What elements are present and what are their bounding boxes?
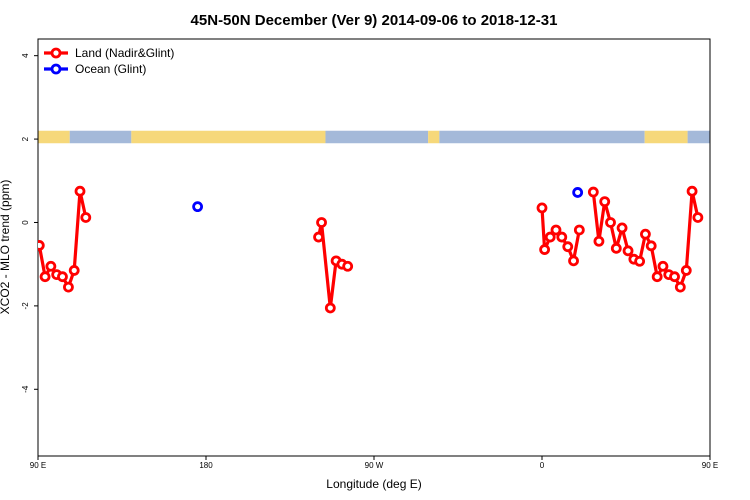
data-point (573, 224, 585, 236)
y-tick-label: 4 (21, 53, 30, 58)
data-point (80, 212, 92, 223)
x-tick-label: 90 E (702, 461, 718, 470)
legend-label: Ocean (Glint) (75, 62, 146, 76)
legend-label: Land (Nadir&Glint) (75, 46, 174, 60)
data-point (568, 255, 579, 267)
plot-frame (37, 38, 711, 457)
data-point (192, 201, 204, 213)
data-point (640, 228, 651, 240)
data-point (622, 245, 634, 257)
data-point (645, 240, 657, 252)
data-point (669, 271, 680, 283)
ocean-band (325, 130, 429, 144)
data-point (68, 265, 80, 276)
land-ocean-strip (38, 130, 710, 144)
data-point (38, 240, 45, 251)
data-point (634, 255, 646, 267)
y-tick-label: -4 (21, 385, 30, 393)
data-point (616, 222, 628, 234)
data-point (313, 231, 324, 243)
data-point (686, 185, 698, 197)
data-point (74, 185, 86, 197)
data-point (63, 281, 74, 293)
data-point (610, 242, 622, 254)
land-band (428, 130, 440, 144)
legend-marker (50, 47, 62, 59)
ocean-band (439, 130, 645, 144)
y-tick-label: 2 (21, 136, 30, 141)
data-point (562, 241, 574, 253)
data-point (674, 281, 686, 293)
x-axis: 90 E 180 90 W 0 90 E (30, 456, 718, 470)
y-tick-label: -2 (21, 302, 30, 310)
data-point (556, 231, 568, 243)
y-axis-label: XCO2 - MLO trend (ppm) (0, 180, 12, 315)
data-point (550, 224, 562, 236)
ocean-band (687, 130, 710, 144)
data-point (539, 244, 551, 255)
data-point (324, 302, 336, 314)
data-point (342, 260, 354, 272)
series-layer (38, 185, 704, 314)
legend: Land (Nadir&Glint) Ocean (Glint) (44, 46, 174, 76)
legend-item: Land (Nadir&Glint) (44, 46, 174, 60)
ocean-band (69, 130, 132, 144)
data-point (587, 186, 599, 198)
x-tick-label: 180 (199, 461, 213, 470)
data-point (605, 217, 616, 228)
data-point (57, 271, 68, 283)
x-tick-label: 90 E (30, 461, 46, 470)
data-point (536, 202, 548, 214)
data-point (39, 271, 51, 283)
data-point (316, 217, 327, 228)
data-point (599, 196, 611, 208)
data-point (544, 231, 556, 243)
land-band (38, 130, 70, 144)
x-tick-label: 90 W (365, 461, 384, 470)
chart-title: 45N-50N December (Ver 9) 2014-09-06 to 2… (191, 12, 558, 29)
legend-item: Ocean (Glint) (44, 62, 146, 76)
land-band (131, 130, 326, 144)
data-point (651, 271, 663, 283)
data-point (657, 260, 669, 272)
series-ocean (192, 187, 584, 213)
data-point (572, 187, 584, 198)
x-tick-label: 0 (540, 461, 545, 470)
y-tick-label: 0 (21, 220, 30, 225)
y-axis: -4 -2 0 2 4 (21, 53, 38, 393)
x-axis-label: Longitude (deg E) (326, 477, 421, 491)
data-point (692, 212, 704, 223)
series-land (38, 185, 704, 314)
land-band (644, 130, 688, 144)
data-point (593, 235, 605, 247)
legend-marker (50, 63, 62, 75)
data-point (45, 260, 57, 272)
data-point (680, 265, 692, 276)
